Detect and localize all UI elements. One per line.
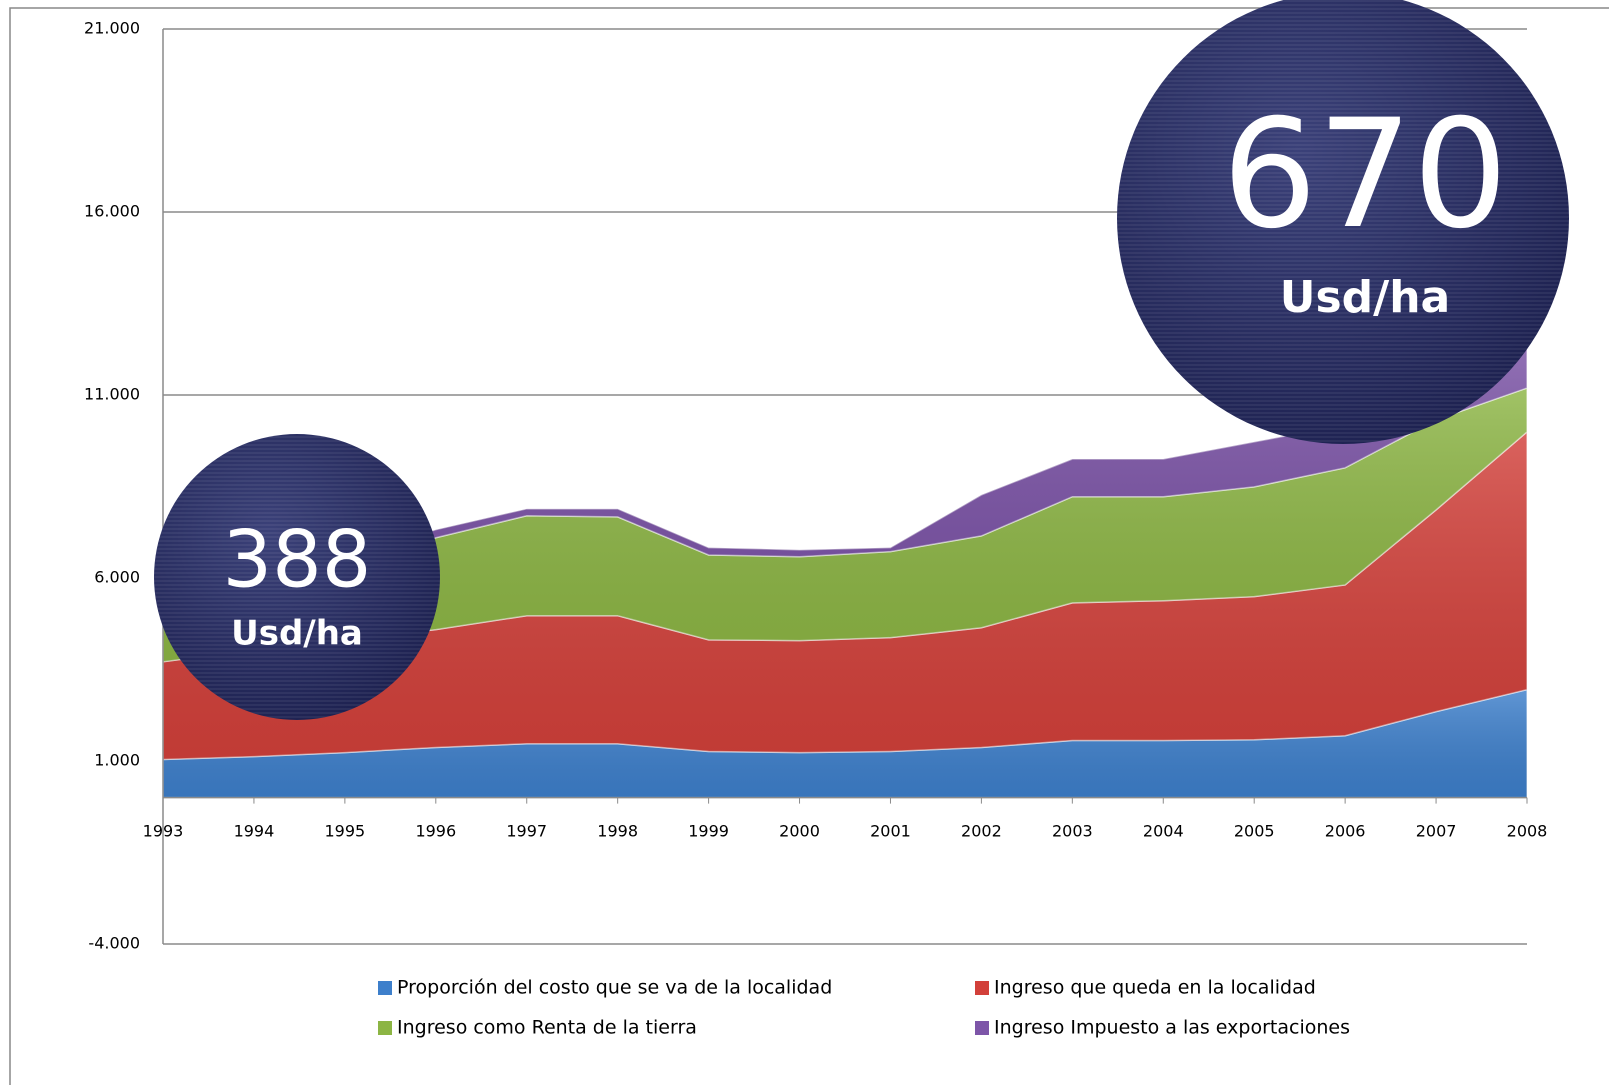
legend-swatch	[378, 1021, 392, 1035]
x-tick-label: 1998	[597, 822, 638, 841]
x-tick-label: 2005	[1234, 822, 1275, 841]
chart-frame	[9, 7, 1609, 1085]
x-tick-label: 2002	[961, 822, 1002, 841]
legend-swatch	[975, 1021, 989, 1035]
y-tick-label: -4.000	[88, 934, 140, 953]
y-tick-label: 11.000	[84, 385, 140, 404]
annotations: 388 Usd/ha 670 Usd/ha	[154, 0, 1569, 720]
y-tick-label: 21.000	[84, 19, 140, 38]
annotation-value: 388	[223, 515, 372, 605]
legend: Proporción del costo que se va de la loc…	[378, 977, 1350, 1039]
annotation-value: 670	[1222, 88, 1508, 262]
x-tick-label: 2007	[1416, 822, 1457, 841]
x-tick-label: 2001	[870, 822, 911, 841]
legend-swatch	[378, 981, 392, 995]
y-tick-label: 6.000	[94, 568, 140, 587]
y-tick-label: 1.000	[94, 751, 140, 770]
x-tick-label: 2003	[1052, 822, 1093, 841]
x-tick-label: 1996	[415, 822, 456, 841]
area-shade	[163, 388, 1527, 662]
legend-label: Ingreso como Renta de la tierra	[397, 1017, 697, 1039]
legend-swatch	[975, 981, 989, 995]
x-tick-label: 2004	[1143, 822, 1184, 841]
y-tick-label: 16.000	[84, 202, 140, 221]
x-tick-label: 1993	[143, 822, 184, 841]
x-tick-label: 1997	[506, 822, 547, 841]
x-tick-label: 1994	[234, 822, 275, 841]
areas	[162, 332, 1528, 799]
area-shade	[163, 333, 1527, 590]
annotation-unit: Usd/ha	[1280, 272, 1451, 323]
legend-label: Ingreso que queda en la localidad	[994, 977, 1316, 999]
legend-label: Proporción del costo que se va de la loc…	[397, 977, 832, 999]
x-tick-label: 2000	[779, 822, 820, 841]
x-tick-label: 1999	[688, 822, 729, 841]
x-tick-label: 1995	[325, 822, 366, 841]
area-shade	[163, 431, 1527, 760]
legend-label: Ingreso Impuesto a las exportaciones	[994, 1017, 1350, 1039]
axes: -4.000 1.000 6.000 11.000 16.000 21.000 1993 19…	[84, 19, 1547, 953]
annotation-texture	[1117, 0, 1569, 444]
x-tick-label: 2006	[1325, 822, 1366, 841]
area-shade	[163, 689, 1527, 798]
x-tick-label: 2008	[1507, 822, 1548, 841]
annotation-texture	[154, 434, 440, 720]
annotation-unit: Usd/ha	[231, 614, 363, 654]
